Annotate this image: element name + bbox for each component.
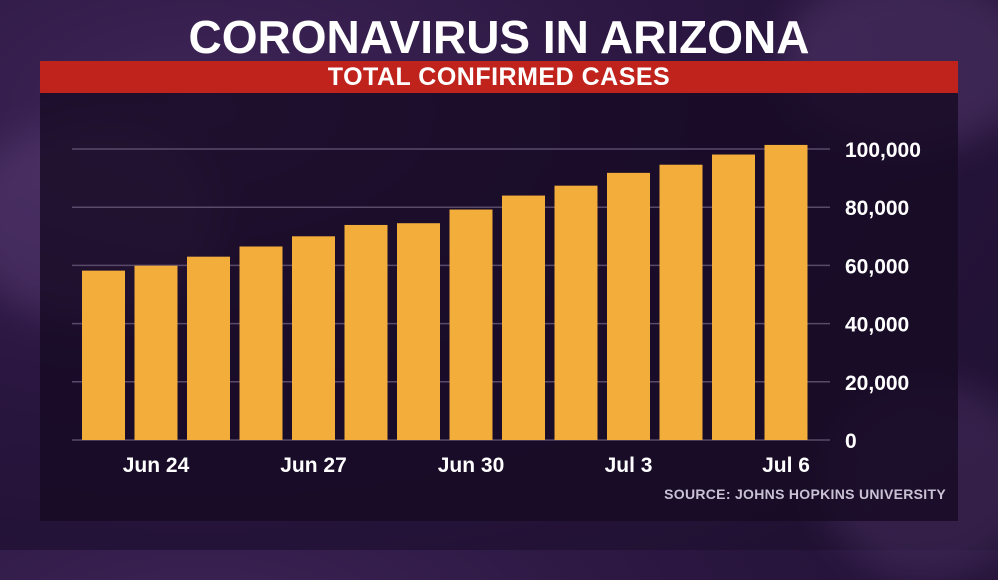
bar xyxy=(712,154,755,441)
bar xyxy=(449,209,493,440)
bar xyxy=(82,270,125,440)
bar-chart: 0 20,000 40,000 60,000 80,000 100,000 Jun 24 Ju… xyxy=(72,139,921,477)
chart-subtitle: TOTAL CONFIRMED CASES xyxy=(327,62,671,91)
y-tick-label: 20,000 xyxy=(845,372,909,395)
chart-title: CORONAVIRUS IN ARIZONA xyxy=(188,11,810,63)
y-tick-label: 0 xyxy=(845,430,857,453)
subtitle-banner: TOTAL CONFIRMED CASES xyxy=(40,61,958,93)
y-tick-label: 100,000 xyxy=(845,139,921,162)
y-tick-label: 60,000 xyxy=(845,255,909,278)
bar xyxy=(187,256,230,440)
bar xyxy=(607,172,650,440)
source-note: SOURCE: JOHNS HOPKINS UNIVERSITY xyxy=(664,486,946,502)
bar xyxy=(292,236,335,440)
x-tick-label: Jun 27 xyxy=(280,454,347,477)
bar xyxy=(134,265,178,440)
y-tick-label: 80,000 xyxy=(845,197,909,220)
x-tick-label: Jul 3 xyxy=(605,454,653,477)
x-tick-label: Jun 24 xyxy=(123,454,190,477)
bar xyxy=(764,144,808,440)
y-tick-label: 40,000 xyxy=(845,314,909,337)
bar xyxy=(397,223,440,440)
bar xyxy=(344,224,388,440)
x-tick-label: Jun 30 xyxy=(438,454,505,477)
bar xyxy=(554,185,598,440)
bar xyxy=(659,164,703,441)
x-tick-label: Jul 6 xyxy=(762,454,810,477)
bar xyxy=(502,195,545,440)
bar xyxy=(239,246,283,440)
